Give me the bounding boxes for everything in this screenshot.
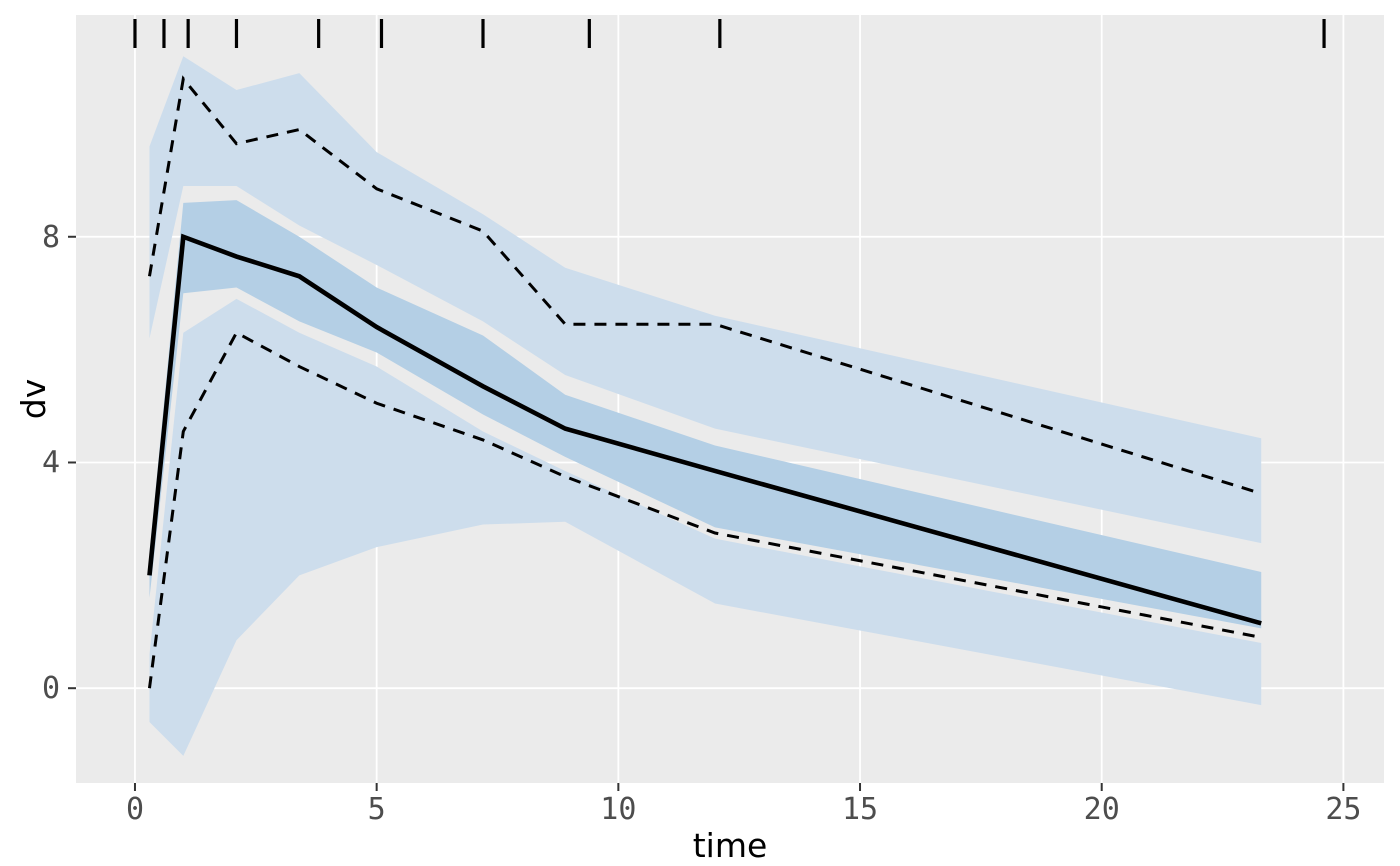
line-upper_percentile <box>147 75 1262 495</box>
line-lower_percentile <box>147 330 1262 689</box>
x-tick-label-20: 20 <box>1084 792 1120 827</box>
x-tick-label-25: 25 <box>1325 792 1361 827</box>
ribbon-median_ci <box>149 200 1262 629</box>
ribbon-upper_percentile_ci <box>149 56 1262 544</box>
y-tick-label-4: 4 <box>42 445 60 480</box>
y-tick-label-8: 8 <box>42 220 60 255</box>
x-tick-label-15: 15 <box>842 792 878 827</box>
x-tick-label-10: 10 <box>600 792 636 827</box>
x-tick-label-5: 5 <box>368 792 386 827</box>
x-tick-label-0: 0 <box>126 792 144 827</box>
y-axis-title: dv <box>14 378 53 420</box>
ribbon-lower_percentile_ci <box>149 298 1262 756</box>
y-tick-label-0: 0 <box>42 671 60 706</box>
x-axis-title: time <box>692 826 768 865</box>
line-median <box>147 233 1262 626</box>
